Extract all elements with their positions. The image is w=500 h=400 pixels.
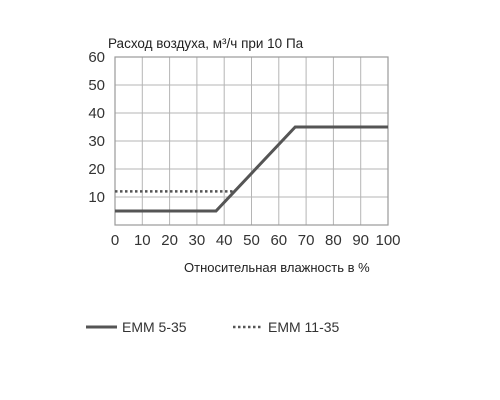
x-tick-label-100: 100 [375,232,400,249]
chart-title: Расход воздуха, м³/ч при 10 Па [108,36,304,51]
series-line-emm-5-35 [115,125,388,213]
x-tick-label-10: 10 [134,232,151,249]
y-tick-label-30: 30 [88,133,105,150]
tick-labels: 0 10 20 30 40 50 60 70 80 90 100 10 20 30 40 50 60 [88,49,400,249]
y-tick-label-40: 40 [88,105,105,122]
y-tick-label-50: 50 [88,77,105,94]
legend: EMM 5-35 EMM 11-35 [86,319,340,335]
plot-frame [114,56,389,226]
x-tick-label-40: 40 [216,232,233,249]
grid [115,57,388,225]
x-tick-label-50: 50 [243,232,260,249]
axes [114,56,389,226]
legend-label-emm-11-35: EMM 11-35 [268,319,340,335]
y-tick-label-20: 20 [88,161,105,178]
y-tick-label-60: 60 [88,49,105,66]
x-tick-label-70: 70 [298,232,315,249]
x-tick-label-80: 80 [325,232,342,249]
x-axis-label: Относительная влажность в % [184,260,370,275]
x-tick-label-20: 20 [161,232,178,249]
y-tick-label-10: 10 [88,189,105,206]
x-tick-label-60: 60 [270,232,287,249]
x-tick-label-0: 0 [111,232,119,249]
x-tick-label-30: 30 [189,232,206,249]
series-layer [115,125,388,213]
legend-label-emm-5-35: EMM 5-35 [122,319,187,335]
x-tick-label-90: 90 [352,232,369,249]
